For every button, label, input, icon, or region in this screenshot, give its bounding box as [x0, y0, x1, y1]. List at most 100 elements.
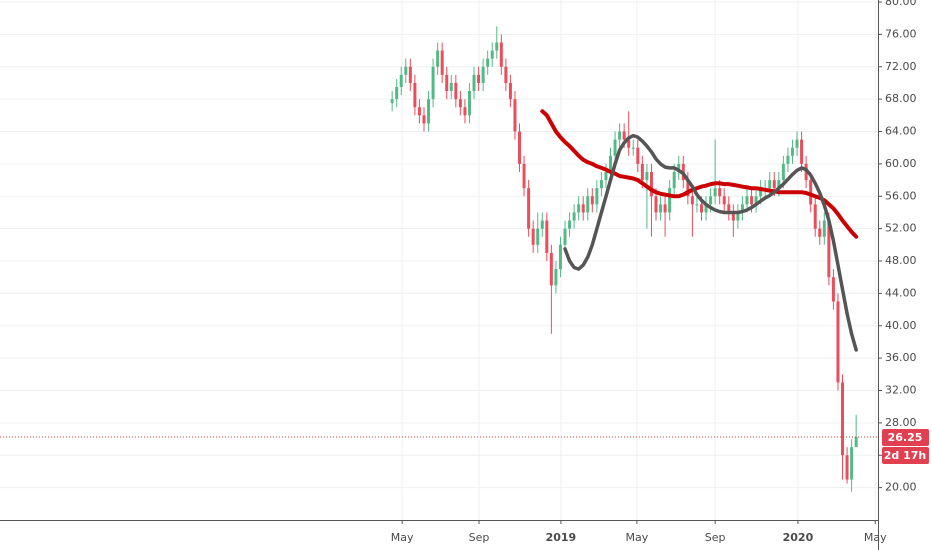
- candle-body: [827, 220, 831, 278]
- candle-body: [645, 171, 649, 181]
- candle-body: [718, 188, 722, 197]
- candle-body: [813, 204, 817, 229]
- candle-body: [395, 87, 399, 100]
- x-tick-label: May: [626, 531, 649, 544]
- candle-body: [850, 447, 854, 480]
- candle-body: [445, 74, 449, 92]
- candle-body: [649, 171, 653, 197]
- candle-body: [781, 163, 785, 181]
- x-tick-label: May: [391, 531, 414, 544]
- candle-body: [636, 147, 640, 164]
- candle-body: [777, 180, 781, 189]
- candle-body: [586, 196, 590, 213]
- candle-body: [640, 163, 644, 181]
- candle-body: [754, 196, 758, 205]
- last-price-box: [882, 429, 929, 447]
- candle-body: [613, 139, 617, 156]
- candle-body: [554, 269, 558, 286]
- candle-body: [577, 204, 581, 213]
- x-tick-label: Sep: [469, 531, 490, 544]
- candle-body: [408, 66, 412, 83]
- candle-body: [508, 82, 512, 100]
- candle-body: [831, 277, 835, 302]
- y-tick-label: 80.00: [885, 0, 917, 8]
- candle-body: [768, 180, 772, 189]
- candle-body: [772, 180, 776, 189]
- y-tick-label: 20.00: [885, 481, 917, 494]
- candle-body: [549, 252, 553, 286]
- candle-body: [499, 42, 503, 67]
- candle-body: [399, 74, 403, 88]
- candle-body: [627, 139, 631, 148]
- y-tick-label: 52.00: [885, 222, 917, 235]
- candle-body: [513, 99, 517, 132]
- candle-body: [558, 244, 562, 270]
- candle-body: [563, 228, 567, 245]
- candle-body: [672, 171, 676, 189]
- candle-body: [417, 107, 421, 116]
- y-tick-label: 76.00: [885, 27, 917, 40]
- candle-body: [686, 180, 690, 197]
- candle-body: [740, 204, 744, 213]
- candle-body: [709, 196, 713, 205]
- candle-body: [818, 228, 822, 237]
- candle-body: [568, 220, 572, 229]
- candle-body: [631, 147, 635, 149]
- candle-body: [654, 196, 658, 213]
- candle-body: [404, 66, 408, 75]
- candle-body: [745, 196, 749, 205]
- candle-body: [422, 115, 426, 124]
- candle-body: [536, 228, 540, 245]
- y-tick-label: 56.00: [885, 189, 917, 202]
- candle-body: [736, 212, 740, 221]
- candle-body: [604, 171, 608, 181]
- candle-body: [800, 139, 804, 164]
- candle-body: [727, 204, 731, 213]
- x-tick-label: 2019: [546, 531, 577, 544]
- candle-body: [731, 212, 735, 221]
- candle-body: [699, 204, 703, 213]
- candle-body: [599, 180, 603, 189]
- candle-body: [759, 188, 763, 197]
- candle-body: [472, 74, 476, 92]
- candle-body: [841, 382, 845, 456]
- candle-body: [590, 196, 594, 205]
- candle-body: [795, 139, 799, 148]
- candle-body: [750, 196, 754, 205]
- y-tick-label: 64.00: [885, 125, 917, 138]
- candle-body: [440, 50, 444, 75]
- candle-body: [458, 99, 462, 108]
- candle-body: [659, 204, 663, 213]
- candle-body: [431, 66, 435, 100]
- candle-body: [486, 58, 490, 67]
- candle-body: [786, 155, 790, 164]
- candle-body: [413, 82, 417, 108]
- candle-body: [463, 107, 467, 116]
- y-tick-label: 68.00: [885, 92, 917, 105]
- countdown-label: 2d 17h: [884, 449, 927, 462]
- y-tick-label: 28.00: [885, 416, 917, 429]
- candle-body: [668, 188, 672, 213]
- last-price-label: 26.25: [888, 431, 923, 444]
- candle-body: [572, 212, 576, 221]
- countdown-box: [882, 447, 929, 465]
- candle-body: [822, 220, 826, 237]
- candle-body: [836, 301, 840, 383]
- candle-body: [449, 82, 453, 92]
- candle-body: [427, 99, 431, 124]
- candle-body: [540, 220, 544, 229]
- candle-body: [845, 455, 849, 480]
- candle-body: [854, 437, 858, 448]
- y-tick-label: 44.00: [885, 286, 917, 299]
- candle-body: [809, 180, 813, 205]
- candle-body: [504, 66, 508, 83]
- candle-body: [490, 50, 494, 59]
- candle-body: [390, 99, 394, 104]
- candle-body: [454, 82, 458, 100]
- y-tick-label: 40.00: [885, 319, 917, 332]
- candle-body: [609, 155, 613, 172]
- candle-body: [790, 147, 794, 156]
- y-tick-label: 72.00: [885, 60, 917, 73]
